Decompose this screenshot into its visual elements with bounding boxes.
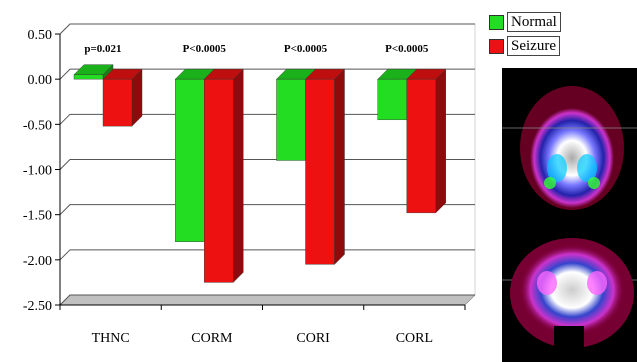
p-value-label: p=0.021	[84, 43, 121, 55]
x-category-label: CORM	[191, 331, 233, 346]
legend: Normal Seizure	[489, 10, 581, 58]
p-value-label: P<0.0005	[183, 43, 227, 55]
bar-seizure-corl-side	[435, 68, 446, 214]
brain-scan-axial	[520, 86, 624, 210]
bar-seizure-corl	[406, 78, 436, 214]
x-category-label: THNC	[92, 331, 130, 346]
y-tick-label: -1.00	[23, 164, 52, 179]
brain-scan-panel	[502, 68, 637, 362]
bar-seizure-corm	[204, 78, 234, 283]
x-category-label: CORI	[296, 331, 330, 346]
gridline	[59, 23, 475, 35]
bar-normal-cori	[276, 78, 306, 161]
legend-label-normal: Normal	[507, 12, 561, 32]
brain-scan-coronal	[510, 238, 634, 362]
p-value-label: P<0.0005	[385, 43, 429, 55]
p-value-label: P<0.0005	[284, 43, 328, 55]
bar-normal-corl	[377, 78, 407, 121]
legend-swatch-seizure	[489, 38, 504, 54]
x-category-label: CORL	[396, 331, 433, 346]
bar-normal-thnc	[73, 74, 104, 80]
y-tick-label: -2.50	[23, 299, 52, 314]
legend-label-seizure: Seizure	[507, 36, 560, 56]
y-tick-label: -0.50	[23, 118, 52, 133]
bar-seizure-thnc	[102, 78, 133, 127]
bar-seizure-cori	[305, 78, 335, 265]
y-tick-label: 0.00	[28, 73, 53, 88]
gridline	[59, 294, 475, 306]
bar-seizure-corm-side	[233, 68, 244, 283]
bar-normal-corm	[175, 78, 205, 242]
y-tick-label: -2.00	[23, 254, 52, 269]
y-tick-label: 0.50	[28, 28, 53, 43]
y-tick-label: -1.50	[23, 209, 52, 224]
legend-item-normal: Normal	[489, 10, 581, 34]
legend-swatch-normal	[489, 14, 504, 30]
plot-floor	[59, 294, 476, 306]
bar-seizure-cori-side	[334, 68, 345, 265]
legend-item-seizure: Seizure	[489, 34, 581, 58]
